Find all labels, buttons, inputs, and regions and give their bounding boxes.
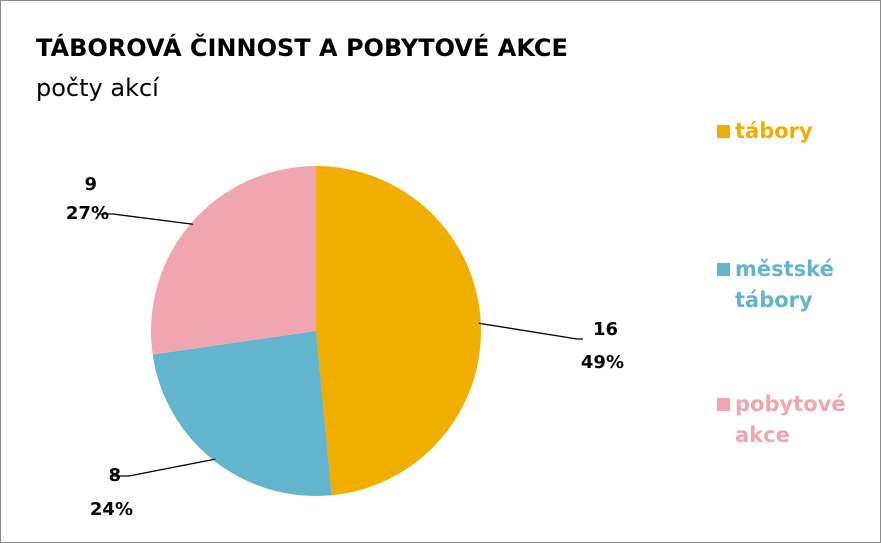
data-label-percent-tabory: 49% [581, 352, 624, 373]
pie-slice-tabory [316, 166, 481, 496]
legend-item-mestske-tabory: městské tábory [717, 254, 857, 316]
leader-line-mestske-tabory [113, 458, 216, 477]
legend-item-tabory: tábory [717, 116, 857, 147]
data-label-percent-mestske-tabory: 24% [90, 499, 133, 520]
pie-slice-pobytove-akce [151, 166, 316, 355]
data-label-value-tabory: 16 [593, 319, 618, 340]
legend-swatch [717, 263, 730, 276]
legend-swatch [717, 125, 730, 138]
legend-label: tábory [735, 119, 813, 143]
chart-subtitle: počty akcí [36, 74, 159, 102]
pie-slice-mestske-tabory [152, 331, 332, 496]
legend-swatch [717, 398, 730, 411]
chart-title: TÁBOROVÁ ČINNOST A POBYTOVÉ AKCE [36, 34, 568, 62]
leader-line-tabory [478, 322, 583, 340]
data-label-value-pobytove-akce: 9 [84, 174, 97, 195]
data-label-percent-pobytove-akce: 27% [66, 203, 109, 224]
legend-item-pobytove-akce: pobytové akce [717, 389, 857, 451]
legend-label: městské tábory [735, 257, 834, 312]
legend-label: pobytové akce [735, 392, 846, 447]
data-label-value-mestske-tabory: 8 [108, 465, 121, 486]
leader-line-pobytove-akce [97, 213, 193, 225]
